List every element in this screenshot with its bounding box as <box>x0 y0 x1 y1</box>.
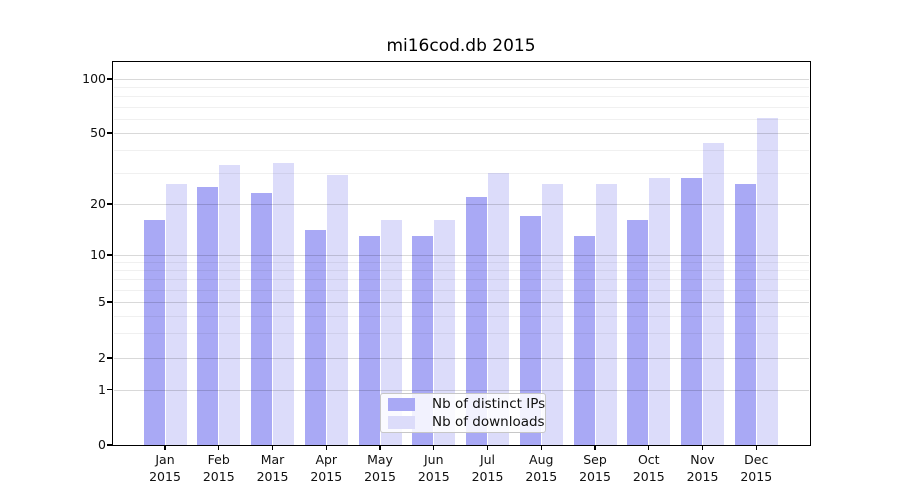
x-tick-mark <box>164 446 166 450</box>
legend-swatch-downloads <box>388 415 415 429</box>
chart-title: mi16cod.db 2015 <box>386 36 536 56</box>
y-tick-mark <box>107 357 112 359</box>
bar-aug-distinct-ips <box>519 215 541 445</box>
gridline-minor-30 <box>114 173 809 174</box>
x-tick-mark <box>755 446 757 450</box>
x-tick-label-feb: Feb 2015 <box>202 452 235 484</box>
x-tick-label-jan: Jan 2015 <box>149 452 181 484</box>
y-tick-mark <box>107 78 112 80</box>
x-tick-label-jun: Jun 2015 <box>417 452 450 484</box>
y-tick-mark <box>107 132 112 134</box>
legend-row-downloads: Nb of downloads <box>381 414 545 430</box>
gridline-major-5 <box>114 302 809 303</box>
gridline-major-100 <box>114 79 809 80</box>
gridline-minor-60 <box>114 119 809 120</box>
legend-label-distinct-ips: Nb of distinct IPs <box>432 396 546 412</box>
legend-swatch-distinct-ips <box>388 397 415 411</box>
bar-aug-downloads <box>541 183 563 445</box>
bar-feb-downloads <box>219 165 241 445</box>
gridline-minor-4 <box>114 316 809 317</box>
y-tick-label-5: 5 <box>98 294 106 309</box>
bar-nov-downloads <box>703 142 724 445</box>
gridline-minor-9 <box>114 262 809 263</box>
bar-sep-downloads <box>595 183 617 445</box>
gridline-major-2 <box>114 358 809 359</box>
bar-jan-distinct-ips <box>143 220 165 445</box>
y-tick-mark <box>107 203 112 205</box>
x-tick-mark <box>648 446 650 450</box>
gridline-major-50 <box>114 133 809 134</box>
bar-nov-distinct-ips <box>681 177 702 445</box>
bar-mar-distinct-ips <box>251 193 272 445</box>
bar-may-downloads <box>380 220 402 445</box>
x-tick-label-mar: Mar 2015 <box>256 452 289 484</box>
gridline-major-20 <box>114 204 809 205</box>
gridline-minor-3 <box>114 333 809 334</box>
gridline-minor-8 <box>114 270 809 271</box>
bar-jul-downloads <box>488 172 509 445</box>
x-tick-mark <box>218 446 220 450</box>
gridline-minor-90 <box>114 87 809 88</box>
x-tick-label-dec: Dec 2015 <box>740 452 773 484</box>
y-tick-mark <box>107 301 112 303</box>
x-tick-label-sep: Sep 2015 <box>579 452 611 484</box>
legend: Nb of distinct IPs Nb of downloads <box>380 393 546 433</box>
bar-dec-distinct-ips <box>734 183 756 445</box>
bar-jun-distinct-ips <box>412 235 434 445</box>
x-tick-label-may: May 2015 <box>364 452 396 484</box>
bar-jan-downloads <box>165 183 187 445</box>
gridline-major-10 <box>114 255 809 256</box>
y-tick-mark <box>107 254 112 256</box>
bar-oct-downloads <box>649 177 671 445</box>
gridline-minor-40 <box>114 150 809 151</box>
y-tick-label-50: 50 <box>90 125 106 140</box>
x-tick-mark <box>540 446 542 450</box>
bar-feb-distinct-ips <box>197 186 219 445</box>
bar-sep-distinct-ips <box>573 235 595 445</box>
y-tick-label-100: 100 <box>82 71 106 86</box>
y-tick-label-2: 2 <box>98 350 106 365</box>
x-tick-mark <box>594 446 596 450</box>
x-tick-label-aug: Aug 2015 <box>525 452 558 484</box>
bar-jul-distinct-ips <box>466 196 487 445</box>
x-tick-mark <box>701 446 704 450</box>
bar-jun-downloads <box>434 220 456 445</box>
x-tick-label-oct: Oct 2015 <box>632 452 665 484</box>
bar-may-distinct-ips <box>358 235 380 445</box>
gridline-major-1 <box>114 390 809 391</box>
x-tick-mark <box>271 446 274 450</box>
legend-label-downloads: Nb of downloads <box>432 414 545 430</box>
gridline-minor-70 <box>114 107 809 108</box>
y-tick-label-0: 0 <box>98 437 106 452</box>
bar-apr-distinct-ips <box>304 230 326 445</box>
y-tick-label-10: 10 <box>90 247 106 262</box>
bar-mar-downloads <box>273 162 294 445</box>
gridline-minor-80 <box>114 96 809 97</box>
x-tick-mark <box>379 446 381 450</box>
y-tick-label-20: 20 <box>90 196 106 211</box>
x-tick-mark <box>433 446 435 450</box>
bar-dec-downloads <box>756 117 778 445</box>
x-tick-label-nov: Nov 2015 <box>686 452 719 484</box>
gridline-minor-6 <box>114 290 809 291</box>
bar-oct-distinct-ips <box>627 220 649 445</box>
bar-apr-downloads <box>326 175 348 445</box>
y-tick-mark <box>107 388 112 391</box>
y-tick-label-1: 1 <box>98 381 106 397</box>
x-tick-label-apr: Apr 2015 <box>310 452 343 484</box>
x-tick-label-jul: Jul 2015 <box>471 452 504 484</box>
x-tick-mark <box>486 446 489 450</box>
y-tick-mark <box>107 444 112 446</box>
gridline-minor-7 <box>114 279 809 280</box>
x-tick-mark <box>325 446 327 450</box>
legend-row-distinct-ips: Nb of distinct IPs <box>381 396 546 412</box>
